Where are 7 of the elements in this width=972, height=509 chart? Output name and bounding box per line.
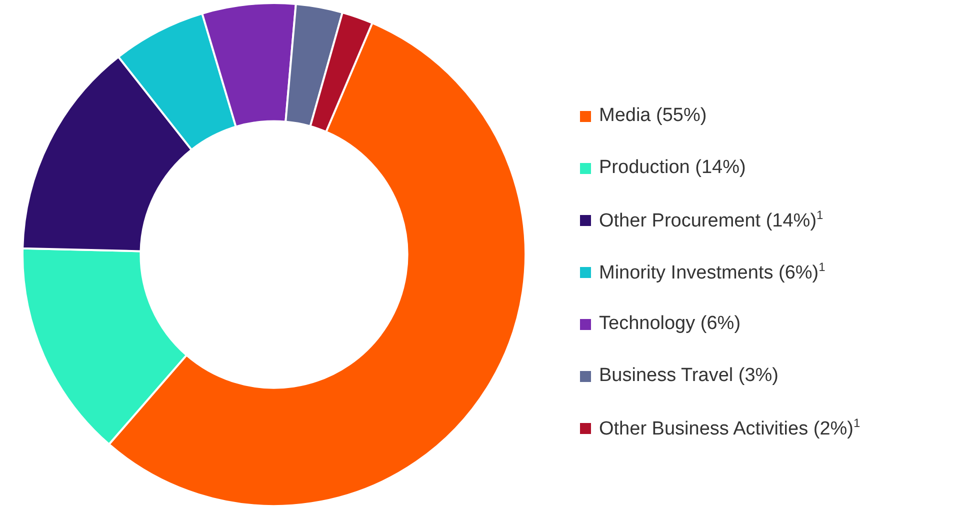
legend-label: Business Travel (3%): [599, 365, 779, 387]
legend-label: Media (55%): [599, 105, 707, 127]
legend-label: Other Business Activities (2%)$^{1}$: [599, 416, 860, 440]
legend-label: Technology (6%): [599, 313, 741, 335]
legend-label: Other Procurement (14%)$^{1}$: [599, 208, 824, 232]
legend-label: Production (14%): [599, 157, 746, 179]
legend-label: Minority Investments (6%)$^{1}$: [599, 260, 826, 284]
